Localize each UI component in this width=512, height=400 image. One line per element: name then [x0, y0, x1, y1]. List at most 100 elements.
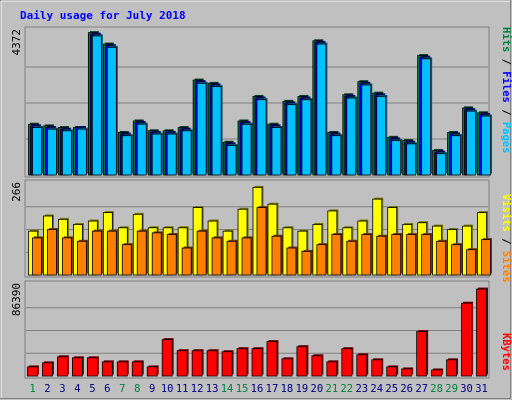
bar-sites-day-27: [421, 234, 432, 276]
day-label-3: 3: [59, 383, 65, 395]
bar-pages-day-29: [451, 135, 461, 176]
bar-pages-day-17: [271, 127, 282, 176]
bar-kbytes-day-4: [71, 357, 83, 377]
ymax-label-visits-sites: 266: [10, 182, 23, 202]
bar-sites-day-3: [62, 237, 72, 276]
day-label-14: 14: [221, 383, 234, 395]
bar-pages-day-5: [91, 35, 102, 176]
bar-pages-day-16: [256, 99, 267, 176]
bar-sites-day-13: [211, 237, 222, 276]
bar-kbytes-day-28: [431, 369, 443, 377]
bar-kbytes-day-27: [416, 331, 428, 377]
ymax-label-kbytes: 86390: [10, 283, 23, 316]
bar-pages-day-28: [436, 153, 447, 176]
bar-kbytes-day-11: [176, 350, 188, 377]
bar-sites-day-17: [271, 235, 282, 276]
bar-kbytes-day-14: [221, 351, 233, 377]
bar-sites-day-29: [451, 244, 461, 276]
day-label-15: 15: [236, 383, 249, 395]
day-label-13: 13: [206, 383, 219, 395]
bar-kbytes-day-15: [236, 348, 248, 377]
bar-kbytes-day-10: [161, 339, 173, 377]
day-label-11: 11: [176, 383, 189, 395]
day-label-8: 8: [134, 383, 140, 395]
bar-pages-day-19: [301, 99, 312, 176]
bar-pages-day-4: [76, 128, 87, 176]
bar-sites-day-15: [241, 237, 252, 276]
bar-pages-day-25: [391, 140, 402, 176]
bar-sites-day-24: [376, 235, 387, 276]
bar-kbytes-day-17: [266, 341, 278, 377]
bar-sites-day-7: [121, 244, 132, 276]
bar-kbytes-day-8: [131, 361, 143, 377]
bar-kbytes-day-31: [476, 288, 487, 377]
ymax-label-hits-files-pages: 4372: [10, 29, 23, 56]
bar-pages-day-18: [286, 104, 297, 176]
day-axis-labels: 1 2 3 4 5 6 7 8 9 10 11 12 13 14 15 16 17 18 19 20 21 22 23 24 2…: [29, 383, 488, 395]
legend-kbytes: KBytes: [500, 333, 512, 371]
bar-sites-day-21: [331, 234, 342, 276]
day-label-4: 4: [74, 383, 80, 395]
bar-sites-day-11: [181, 247, 192, 276]
bar-kbytes-day-30: [461, 302, 472, 377]
bar-sites-day-23: [361, 234, 372, 276]
bar-pages-day-11: [181, 130, 192, 176]
bar-sites-day-6: [106, 230, 117, 276]
day-label-12: 12: [191, 383, 204, 395]
chart-title: Daily usage for July 2018: [20, 9, 186, 22]
day-label-9: 9: [149, 383, 155, 395]
bar-pages-day-9: [151, 133, 162, 176]
bar-pages-day-6: [106, 46, 117, 176]
bar-pages-day-2: [47, 128, 57, 176]
bar-pages-day-3: [62, 130, 72, 176]
bar-pages-day-26: [406, 143, 417, 176]
day-label-17: 17: [266, 383, 279, 395]
bar-pages-day-12: [196, 82, 207, 176]
bar-sites-day-2: [47, 229, 57, 276]
bar-sites-day-5: [91, 230, 102, 276]
bar-kbytes-day-3: [57, 356, 68, 377]
day-label-6: 6: [104, 383, 110, 395]
bar-pages-day-27: [421, 58, 432, 176]
bar-sites-day-10: [166, 234, 177, 276]
day-label-18: 18: [281, 383, 294, 395]
bar-sites-day-19: [301, 251, 312, 276]
day-label-5: 5: [89, 383, 95, 395]
day-label-31: 31: [475, 383, 488, 395]
bar-sites-day-20: [316, 244, 327, 276]
day-label-23: 23: [355, 383, 368, 395]
bar-kbytes-day-24: [371, 359, 383, 377]
bar-pages-day-7: [121, 135, 132, 176]
day-label-2: 2: [44, 383, 50, 395]
panel-visits-sites: 266 Visits / Sites: [10, 179, 512, 283]
bar-sites-day-18: [286, 247, 297, 276]
day-label-20: 20: [311, 383, 324, 395]
bar-pages-day-15: [241, 123, 252, 176]
bar-kbytes-day-2: [42, 362, 53, 377]
bar-sites-day-25: [391, 234, 402, 276]
bar-kbytes-day-16: [251, 348, 263, 377]
day-label-27: 27: [415, 383, 428, 395]
legend-visits-sites: Visits / Sites: [500, 194, 512, 283]
bar-sites-day-22: [346, 240, 357, 276]
bar-pages-day-31: [481, 115, 491, 176]
bar-pages-day-24: [376, 96, 387, 176]
bar-sites-day-12: [196, 230, 207, 276]
bar-kbytes-day-12: [191, 350, 203, 377]
bar-pages-day-14: [226, 145, 237, 176]
bar-kbytes-day-18: [281, 358, 293, 377]
bar-pages-day-8: [136, 123, 147, 176]
bar-pages-day-21: [331, 135, 342, 176]
series-sites: [32, 206, 493, 276]
bar-pages-day-22: [346, 97, 357, 176]
bar-kbytes-day-21: [326, 361, 338, 377]
bar-kbytes-day-22: [341, 348, 353, 377]
panel-kbytes: 86390 KBytes: [10, 280, 512, 379]
bar-sites-day-9: [151, 232, 162, 276]
series-kbytes: [27, 287, 489, 377]
day-label-30: 30: [460, 383, 473, 395]
day-label-24: 24: [370, 383, 383, 395]
bar-kbytes-day-23: [356, 354, 368, 377]
bar-kbytes-day-13: [206, 350, 218, 377]
